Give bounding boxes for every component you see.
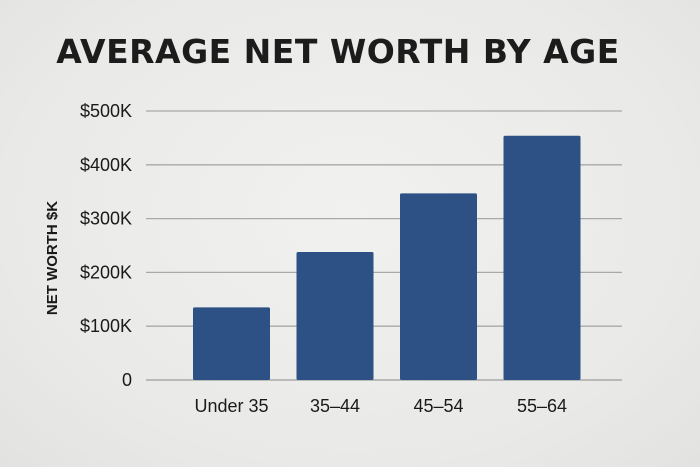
bar [193, 307, 270, 380]
y-tick-label: $400K [80, 155, 132, 175]
x-tick-label: 35–44 [310, 396, 360, 416]
y-tick-label: $100K [80, 316, 132, 336]
y-tick-label: $500K [80, 101, 132, 121]
y-axis-ticks: 0 $100K $200K $300K $400K $500K [80, 101, 132, 390]
bars [193, 135, 581, 380]
x-tick-label: Under 35 [194, 396, 268, 416]
bar [503, 135, 581, 380]
y-tick-label: $300K [80, 209, 132, 229]
x-tick-label: 55–64 [517, 396, 567, 416]
x-axis-ticks: Under 35 35–44 45–54 55–64 [194, 396, 567, 416]
y-tick-label: 0 [122, 370, 132, 390]
bar [400, 193, 477, 380]
y-tick-label: $200K [80, 262, 132, 282]
bar [296, 251, 374, 380]
y-axis-title: NET WORTH $K [44, 201, 61, 315]
chart-title: AVERAGE NET WORTH BY AGE [56, 32, 620, 71]
x-tick-label: 45–54 [413, 396, 463, 416]
